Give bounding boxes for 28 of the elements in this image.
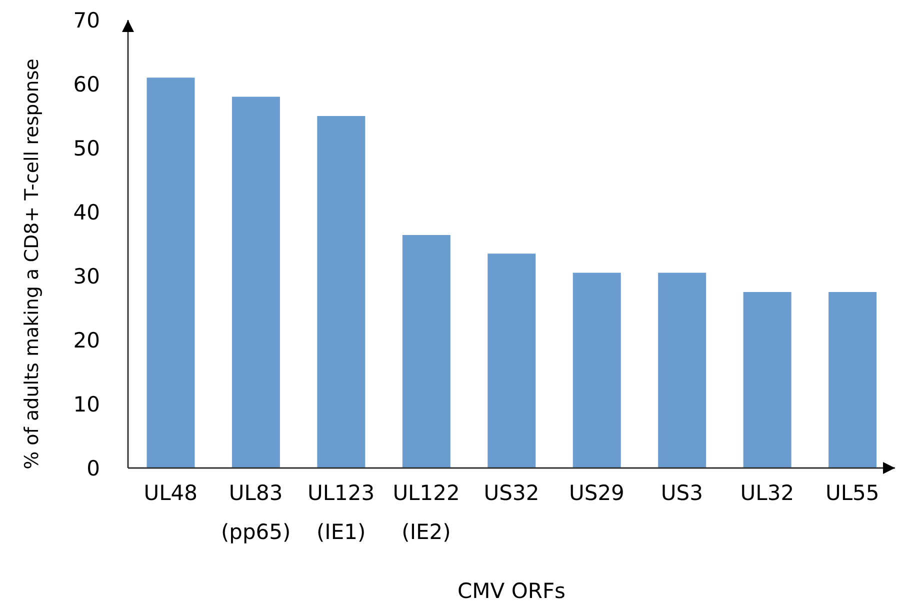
bar bbox=[317, 116, 366, 468]
x-tick-label: UL123 (IE1) bbox=[307, 481, 375, 544]
x-tick-label: UL48 bbox=[144, 481, 198, 505]
y-tick-label: 40 bbox=[73, 200, 100, 224]
x-tick-label: UL55 bbox=[825, 481, 880, 505]
x-tick-label: US32 bbox=[484, 481, 540, 505]
bar bbox=[658, 272, 706, 468]
x-tick-label: UL83 (pp65) bbox=[220, 481, 291, 544]
y-axis-title: % of adults making a CD8+ T-cell response bbox=[21, 58, 43, 470]
bar bbox=[402, 235, 450, 468]
x-axis-title: CMV ORFs bbox=[458, 579, 566, 603]
bar bbox=[572, 272, 621, 468]
bar bbox=[488, 254, 536, 468]
bar bbox=[743, 292, 792, 468]
y-tick-label: 70 bbox=[73, 8, 100, 32]
y-tick-label: 60 bbox=[73, 72, 100, 96]
bar bbox=[146, 78, 195, 468]
bar bbox=[232, 96, 280, 468]
x-tick-label: US29 bbox=[569, 481, 624, 505]
y-tick-label: 50 bbox=[73, 136, 100, 160]
y-tick-label: 20 bbox=[73, 328, 100, 352]
x-tick-label: UL122 (IE2) bbox=[392, 481, 460, 544]
bar bbox=[828, 292, 877, 468]
x-tick-label: UL32 bbox=[740, 481, 794, 505]
y-tick-label: 0 bbox=[86, 456, 100, 480]
y-tick-label: 30 bbox=[73, 264, 100, 288]
x-tick-label: US3 bbox=[660, 481, 703, 505]
y-tick-label: 10 bbox=[73, 392, 100, 416]
